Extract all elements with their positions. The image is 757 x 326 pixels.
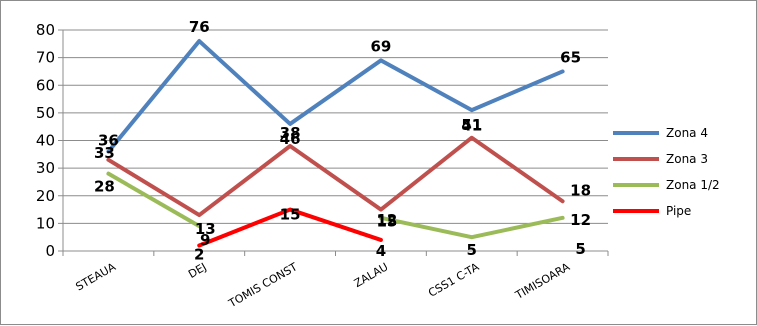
legend-entry: Zona 3 (613, 152, 708, 166)
data-label: 65 (560, 48, 581, 66)
legend-entry: Zona 4 (613, 126, 708, 140)
series-zona-4 (106, 39, 565, 154)
data-label: 4 (376, 242, 386, 260)
x-tick-label: CSS1 C-TA (426, 260, 482, 300)
series-zona-1-2 (106, 171, 565, 240)
legend-entry: Pipe (613, 204, 691, 218)
data-label: 12 (376, 211, 397, 229)
legend: Zona 4 Zona 3 Zona 1/2 Pipe (613, 126, 720, 218)
x-tick-label: TIMISOARA (512, 260, 572, 302)
legend-label: Zona 4 (666, 126, 708, 140)
legend-entry: Zona 1/2 (613, 178, 720, 192)
y-tick-label: 10 (36, 214, 55, 232)
data-label: 69 (370, 37, 391, 55)
data-label: 33 (94, 144, 115, 162)
data-label: 5 (467, 241, 477, 259)
x-tick-label: TOMIS CONST (226, 260, 300, 310)
data-label: 9 (200, 231, 210, 249)
series-lines (106, 39, 565, 245)
data-label: 12 (570, 211, 591, 229)
y-tick-label: 0 (45, 242, 55, 260)
y-tick-label: 60 (36, 76, 55, 94)
x-tick-label: ZALAU (352, 260, 391, 290)
data-label: 46 (280, 130, 301, 148)
y-tick-label: 70 (36, 49, 55, 67)
legend-label: Zona 3 (666, 152, 708, 166)
series-line (106, 171, 565, 240)
data-labels: 36 76 46 69 51 65 33 13 38 15 41 18 28 9 12 5 12 2 15 4 5 (94, 18, 591, 263)
y-tick-label: 80 (36, 21, 55, 39)
data-label: 38 (280, 124, 301, 142)
data-label: 76 (189, 18, 210, 36)
data-label: 41 (461, 117, 482, 135)
data-label: 15 (376, 213, 397, 231)
data-label: 28 (94, 178, 115, 196)
legend-label: Pipe (666, 204, 691, 218)
y-tick-label: 30 (36, 159, 55, 177)
data-label: 36 (98, 132, 119, 150)
data-label: 15 (280, 206, 301, 224)
x-tick-label: STEAUA (74, 260, 119, 293)
series-line (106, 39, 565, 154)
gridlines (63, 29, 608, 224)
series-zona-3 (106, 135, 565, 218)
legend-label: Zona 1/2 (666, 178, 720, 192)
y-tick-label: 40 (36, 132, 55, 150)
y-tick-label: 50 (36, 104, 55, 122)
data-label: 5 (575, 240, 585, 258)
data-label: 13 (195, 220, 216, 238)
series-line (106, 135, 565, 218)
data-label: 51 (461, 116, 482, 134)
data-label: 18 (570, 181, 591, 199)
y-tick-label: 20 (36, 187, 55, 205)
data-label: 2 (194, 245, 204, 263)
